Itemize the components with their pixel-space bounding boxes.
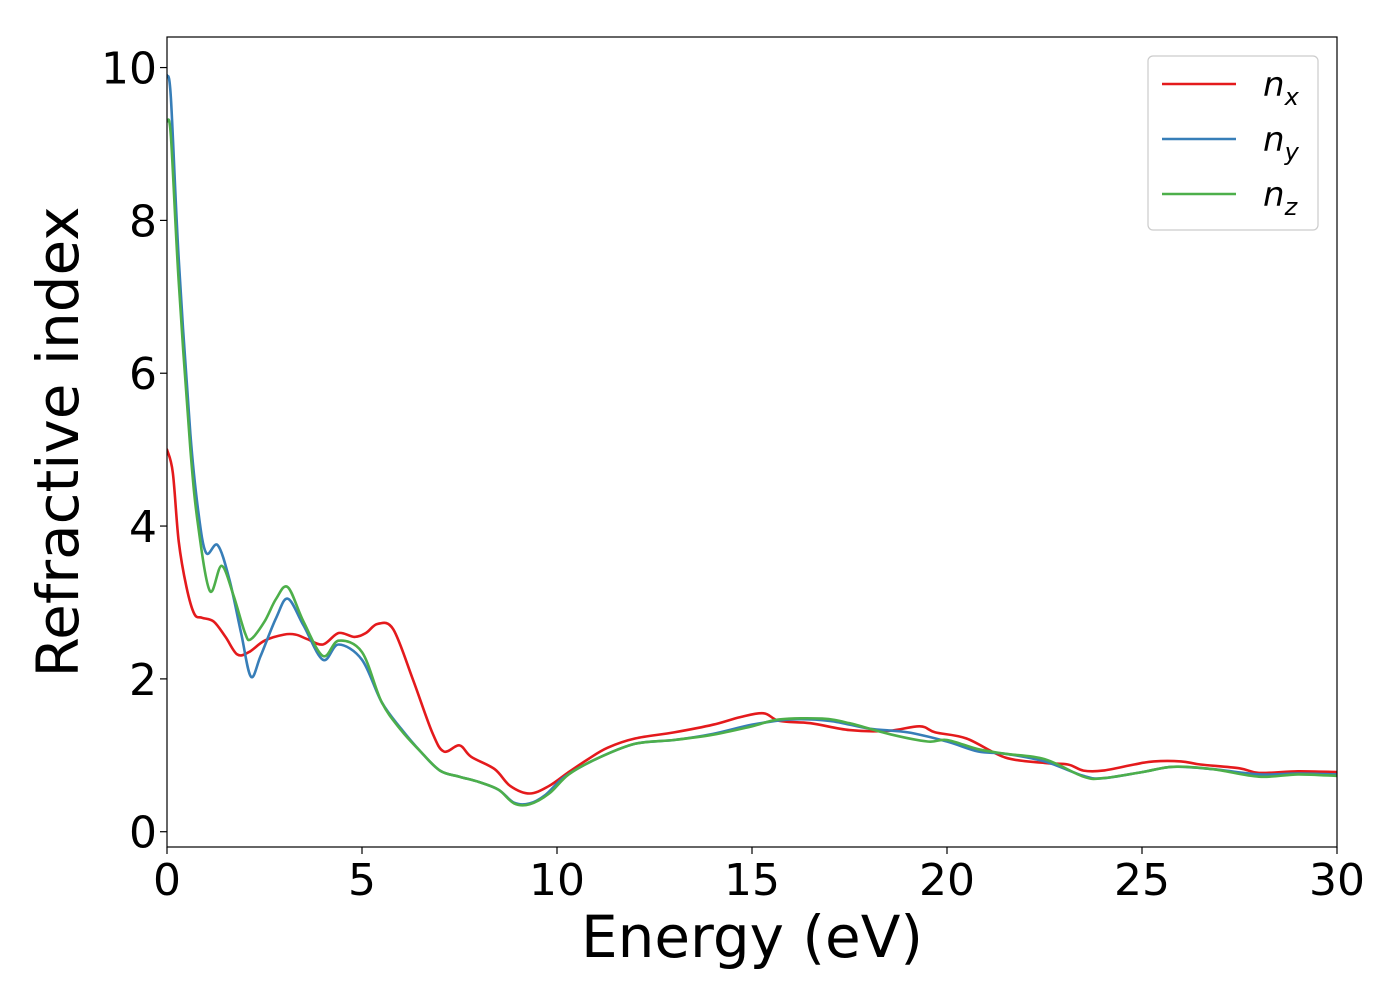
x-tick-label: 30 <box>1309 855 1365 906</box>
y-tick-label: 10 <box>101 44 157 95</box>
series-line-z <box>167 118 1337 807</box>
x-tick-label: 15 <box>724 855 780 906</box>
legend-label-subscript: z <box>1284 193 1299 221</box>
x-tick-label: 20 <box>919 855 975 906</box>
legend-label-z: nz <box>1263 175 1299 221</box>
x-axis: 0 5 10 15 20 25 30 <box>153 847 1365 906</box>
x-tick-label: 0 <box>153 855 181 906</box>
y-axis-title: Refractive index <box>24 206 92 677</box>
series-line-x <box>167 448 1337 795</box>
series-layer <box>167 73 1337 807</box>
legend-label-subscript: y <box>1284 138 1300 166</box>
legend-label-subscript: x <box>1284 83 1300 111</box>
legend-frame <box>1147 55 1319 231</box>
x-tick-label: 10 <box>529 855 585 906</box>
legend-label-x: nx <box>1263 65 1300 111</box>
legend-label-base: n <box>1263 65 1285 105</box>
legend-label-base: n <box>1263 175 1285 215</box>
y-axis: 0 2 4 6 8 10 <box>101 44 167 859</box>
x-tick-label: 25 <box>1114 855 1170 906</box>
legend-label-base: n <box>1263 120 1285 160</box>
y-tick-label: 8 <box>129 196 157 247</box>
legend-label-y: ny <box>1263 120 1300 166</box>
y-tick-label: 0 <box>129 808 157 859</box>
x-tick-label: 5 <box>348 855 376 906</box>
y-tick-label: 4 <box>129 502 157 553</box>
y-tick-label: 6 <box>129 349 157 400</box>
y-tick-label: 2 <box>129 655 157 706</box>
x-axis-title: Energy (eV) <box>581 903 923 971</box>
